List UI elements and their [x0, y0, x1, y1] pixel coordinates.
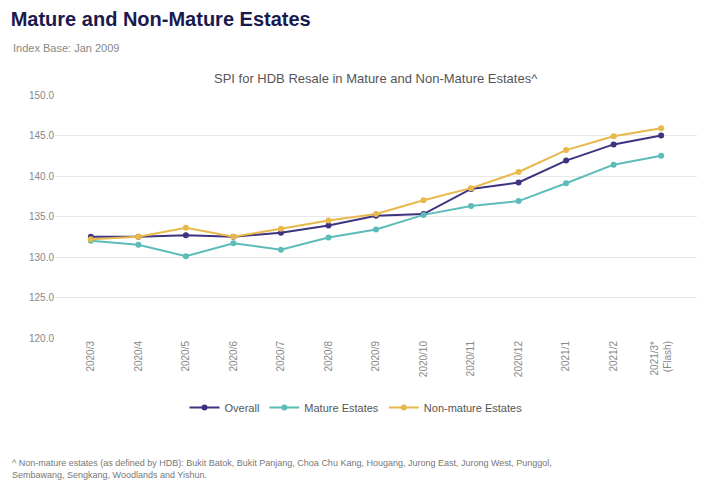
svg-text:Mature Estates: Mature Estates — [304, 402, 378, 414]
svg-text:2020/10: 2020/10 — [418, 341, 429, 378]
svg-text:2020/12: 2020/12 — [513, 341, 524, 378]
svg-text:2020/6: 2020/6 — [228, 341, 239, 372]
svg-text:2020/11: 2020/11 — [465, 341, 476, 377]
svg-text:2020/3: 2020/3 — [85, 341, 96, 372]
svg-text:150.0: 150.0 — [29, 90, 54, 101]
svg-text:2020/5: 2020/5 — [180, 341, 191, 372]
svg-text:140.0: 140.0 — [29, 171, 54, 182]
svg-text:2021/2: 2021/2 — [608, 341, 619, 372]
svg-text:145.0: 145.0 — [29, 130, 54, 141]
svg-text:SPI for HDB Resale in Mature a: SPI for HDB Resale in Mature and Non-Mat… — [214, 71, 538, 86]
svg-text:Index Base: Jan 2009: Index Base: Jan 2009 — [13, 42, 119, 54]
svg-text:2020/7: 2020/7 — [275, 341, 286, 372]
svg-text:135.0: 135.0 — [29, 211, 54, 222]
svg-text:Non-mature Estates: Non-mature Estates — [424, 402, 522, 414]
svg-text:2021/1: 2021/1 — [560, 341, 571, 372]
svg-text:125.0: 125.0 — [29, 292, 54, 303]
svg-text:2020/4: 2020/4 — [133, 341, 144, 372]
svg-text:130.0: 130.0 — [29, 252, 54, 263]
svg-text:Overall: Overall — [225, 402, 260, 414]
svg-text:Mature and Non-Mature Estates: Mature and Non-Mature Estates — [11, 8, 311, 30]
svg-text:2020/9: 2020/9 — [370, 341, 381, 372]
svg-text:2020/8: 2020/8 — [323, 341, 334, 372]
svg-text:120.0: 120.0 — [29, 333, 54, 344]
svg-text:2021/3*(Flash): 2021/3*(Flash) — [649, 341, 673, 376]
svg-text:^ Non-mature estates (as defin: ^ Non-mature estates (as defined by HDB)… — [12, 458, 552, 480]
